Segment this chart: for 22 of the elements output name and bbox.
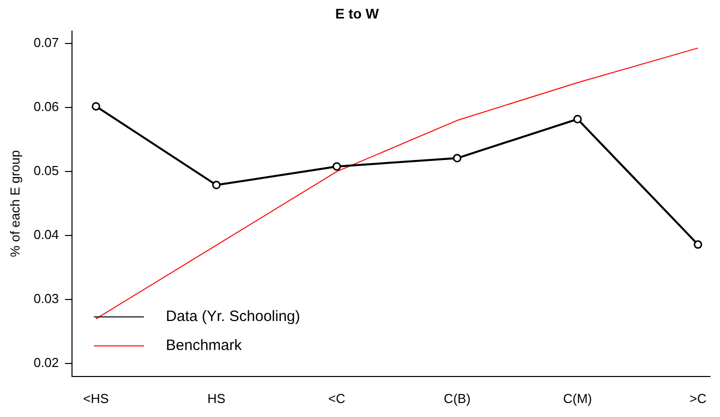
x-tick-label: C(B) (444, 390, 471, 406)
y-axis-title: % of each E group (7, 150, 22, 258)
point (694, 240, 702, 249)
x-tick-label: C(M) (563, 390, 592, 406)
y-tick-label: 0.04 (34, 227, 59, 242)
point (212, 180, 221, 190)
y-tick-label: 0.07 (34, 35, 59, 50)
y-tick-label: 0.06 (34, 99, 59, 114)
legend-label: Benchmark (166, 337, 242, 354)
point (92, 102, 100, 111)
point (452, 154, 462, 162)
chart-title: E to W (335, 5, 380, 22)
x-tick-label: <HS (83, 390, 110, 406)
y-tick-label: 0.02 (34, 355, 59, 370)
x-tick-label: >C (689, 390, 706, 406)
point (332, 162, 342, 171)
x-tick-label: <C (328, 390, 346, 406)
y-tick-label: 0.05 (34, 163, 59, 178)
point (573, 114, 582, 124)
x-tick-label: HS (207, 390, 226, 406)
legend-label: Data (Yr. Schooling) (166, 308, 300, 326)
y-tick-label: 0.03 (34, 291, 59, 306)
